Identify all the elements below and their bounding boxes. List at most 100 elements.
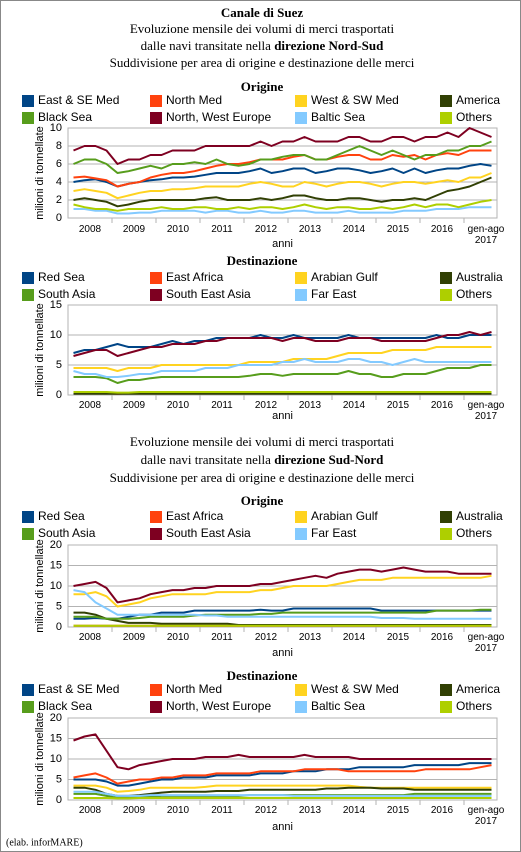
legend-swatch [295,528,307,540]
legend-label: East & SE Med [38,682,119,696]
subtitle: dalle navi transitate nella direzione No… [141,38,385,53]
legend-swatch [295,95,307,107]
legend-swatch [295,511,307,523]
series-line [73,331,492,357]
legend-label: Far East [311,287,357,301]
legend-label: North, West Europe [166,699,271,713]
x-tick-label-box: 2011 [211,632,233,643]
page-title: Canale di Suez [221,5,304,20]
x-tick-label-box: 2012 [255,805,277,816]
legend-label: Baltic Sea [311,110,365,124]
x-tick-label: 2012 [254,632,278,643]
y-tick-label: 8 [56,140,62,152]
series-line [73,127,492,165]
legend-label: East & SE Med [38,93,119,107]
x-tick-label: 2011 [211,400,233,411]
x-tick-label: gen-ago 2017 [467,805,505,827]
legend-swatch [440,272,452,284]
subtitle-bold: direzione Sud-Nord [274,452,384,467]
x-tick-label: 2015 [386,805,410,816]
y-tick-label: 0 [56,212,62,224]
legend-label: South East Asia [166,526,251,540]
x-tick-label-box: gen-ago 2017 [467,224,505,246]
x-tick-label-box: 2010 [166,400,190,411]
subtitle: dalle navi transitate nella direzione Su… [141,452,385,467]
x-tick-label-box: 2011 [211,400,233,411]
legend-label: America [456,682,500,696]
x-tick-label-box: 2011 [211,224,233,235]
series-line [73,762,492,787]
y-axis-label: milioni di tonnellate [34,126,46,220]
legend-swatch [22,95,34,107]
x-tick-label-box: 2016 [430,400,454,411]
legend-label: Black Sea [38,110,92,124]
legend-label: Australia [456,509,503,523]
x-tick-label-box: 2013 [299,224,321,235]
y-tick-label: 15 [50,732,62,744]
x-tick-label-box: 2010 [166,224,190,235]
legend-label: Red Sea [38,509,85,523]
series-line [73,140,492,174]
legend-swatch [22,684,34,696]
x-tick-label-box: 2011 [211,805,233,816]
legend-label: East Africa [166,270,224,284]
x-tick-label-box: gen-ago 2017 [468,400,505,422]
x-tick-label-box: 2008 [78,400,102,411]
legend-swatch [440,95,452,107]
legend-label: Others [456,526,492,540]
subtitle-text: dalle navi transitate nella [141,452,275,467]
legend-swatch [440,528,452,540]
x-tick-label: 2010 [166,224,190,235]
x-axis-label: anni [272,647,293,659]
legend-label: East Africa [166,509,224,523]
subtitle: Evoluzione mensile dei volumi di merci t… [130,434,395,449]
x-tick-label: 2010 [166,805,190,816]
subtitle-text: dalle navi transitate nella [141,38,275,53]
x-tick-label: 2015 [386,632,410,643]
y-tick-label: 6 [56,158,62,170]
x-tick-label: gen-ago 2017 [467,224,505,246]
y-axis-label: milioni di tonnellate [34,539,46,633]
legend-swatch [440,701,452,713]
x-tick-label: gen-ago 2017 [467,632,505,654]
x-tick-label-box: 2016 [431,224,453,235]
x-tick-label: 2010 [166,400,190,411]
x-tick-label-box: 2010 [166,805,190,816]
x-tick-label-box: 2015 [386,224,410,235]
y-tick-label: 5 [56,359,62,371]
series-line [73,764,492,785]
legend-swatch [22,289,34,301]
x-tick-label: 2009 [122,400,146,411]
x-tick-label: 2008 [78,400,102,411]
x-tick-label: 2009 [122,632,146,643]
x-tick-label: 2011 [211,632,233,643]
legend-label: North Med [166,93,222,107]
y-tick-label: 15 [50,299,62,311]
x-tick-label: 2014 [342,805,366,816]
x-tick-label-box: 2012 [255,400,277,411]
series-line [73,790,492,797]
legend-label: West & SW Med [311,682,399,696]
legend-label: Australia [456,270,503,284]
legend-swatch [440,684,452,696]
x-tick-label-box: 2008 [78,632,102,643]
x-tick-label-box: 2016 [431,632,453,643]
y-tick-label: 5 [56,600,62,612]
series-line [73,358,492,378]
x-tick-label: 2008 [78,632,102,643]
footer: (elab. inforMARE) [6,837,83,848]
legend-swatch [150,684,162,696]
x-tick-label: 2010 [166,632,190,643]
x-tick-label: 2016 [430,400,454,411]
x-tick-label-box: 2009 [122,632,146,643]
legend-swatch [22,112,34,124]
legend-swatch [440,511,452,523]
x-tick-label: 2013 [298,805,322,816]
x-tick-label: 2008 [78,805,102,816]
x-tick-label: 2015 [386,224,410,235]
x-tick-label-box: 2009 [122,400,146,411]
series-line [73,199,492,212]
subtitle: Suddivisione per area di origine e desti… [110,55,415,70]
legend-label: Others [456,699,492,713]
legend-label: Baltic Sea [311,699,365,713]
